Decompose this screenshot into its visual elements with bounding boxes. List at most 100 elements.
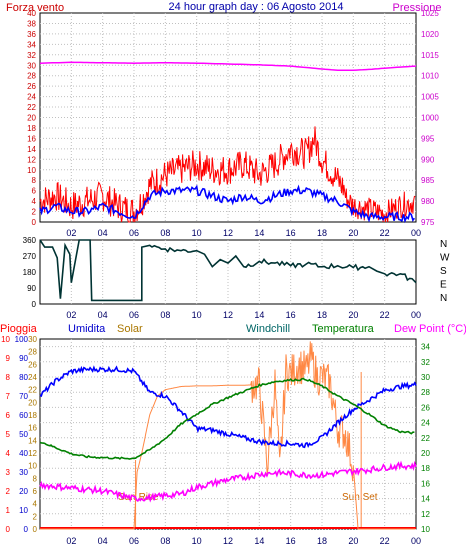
wind-speed-label: Forza vento — [6, 2, 64, 14]
temperature-tick-label: 32 — [421, 358, 430, 367]
rain-tick-label: 7 — [6, 392, 11, 401]
pressure-tick-label: 980 — [421, 197, 435, 206]
direction-tick-label: 270 — [23, 252, 37, 261]
sun-rise-annotation: Sun Rise — [118, 492, 159, 503]
solar-tick-label: 24 — [28, 373, 37, 382]
bottom-x-tick: 08 — [160, 536, 170, 546]
compass-label: N — [440, 239, 447, 250]
pressure-tick-label: 975 — [421, 218, 435, 227]
temperature-tick-label: 28 — [421, 388, 430, 397]
wind-tick-label: 8 — [32, 176, 37, 185]
direction-x-tick: 12 — [223, 310, 233, 320]
pressure-tick-label: 995 — [421, 134, 435, 143]
bottom-x-tick: 00 — [411, 536, 421, 546]
solar-tick-label: 10 — [28, 462, 37, 471]
wind-avg-series — [39, 184, 416, 224]
humidity-tick-label: 0 — [24, 525, 29, 534]
top-x-tick: 10 — [192, 228, 202, 238]
wind-tick-label: 32 — [27, 51, 36, 60]
wind-tick-label: 30 — [27, 61, 36, 70]
humidity-tick-label: 60 — [19, 411, 28, 420]
top-x-tick: 02 — [66, 228, 76, 238]
direction-x-tick: 18 — [317, 310, 327, 320]
pressure-tick-label: 1020 — [421, 30, 439, 39]
wind-direction-series — [39, 239, 417, 302]
pressure-tick-label: 1000 — [421, 114, 439, 123]
wind-tick-label: 28 — [27, 72, 36, 81]
humidity-tick-label: 40 — [19, 449, 28, 458]
temperature-tick-label: 10 — [421, 525, 430, 534]
humidity-tick-label: 20 — [19, 487, 28, 496]
wind-tick-label: 34 — [27, 40, 36, 49]
bottom-x-tick: 04 — [98, 536, 108, 546]
direction-x-tick: 16 — [286, 310, 296, 320]
rain-tick-label: 3 — [6, 468, 11, 477]
solar-series — [40, 341, 416, 530]
solar-tick-label: 14 — [28, 436, 37, 445]
sun-set-annotation: Sun Set — [342, 492, 378, 503]
solar-tick-label: 20 — [28, 398, 37, 407]
temperature-tick-label: 24 — [421, 419, 430, 428]
humidity-tick-label: 80 — [19, 373, 28, 382]
solar-tick-label: 2 — [33, 512, 38, 521]
humidity-tick-label: 70 — [19, 392, 28, 401]
temperature-tick-label: 14 — [421, 495, 430, 504]
wind-tick-label: 20 — [27, 114, 36, 123]
top-x-tick: 22 — [380, 228, 390, 238]
direction-x-tick: 02 — [66, 310, 76, 320]
temperature-tick-label: 20 — [421, 449, 430, 458]
direction-tick-label: 0 — [32, 300, 37, 309]
direction-tick-label: 90 — [27, 284, 36, 293]
wind-tick-label: 12 — [27, 155, 36, 164]
solar-tick-label: 30 — [28, 335, 37, 344]
pressure-tick-label: 1005 — [421, 93, 439, 102]
compass-label: W — [440, 253, 450, 264]
direction-x-tick: 20 — [348, 310, 358, 320]
direction-x-tick: 08 — [160, 310, 170, 320]
solar-tick-label: 22 — [28, 386, 37, 395]
direction-x-tick: 06 — [129, 310, 139, 320]
wind-tick-label: 0 — [32, 218, 37, 227]
humidity-tick-label: 90 — [19, 354, 28, 363]
solar-tick-label: 4 — [33, 500, 38, 509]
rain-tick-label: 6 — [6, 411, 11, 420]
wind-tick-label: 10 — [27, 166, 36, 175]
bottom-x-tick: 02 — [66, 536, 76, 546]
wind-tick-label: 26 — [27, 82, 36, 91]
solar-tick-label: 28 — [28, 348, 37, 357]
top-x-tick: 08 — [160, 228, 170, 238]
chart-title: 24 hour graph day : 06 Agosto 2014 — [169, 1, 344, 13]
rain-tick-label: 9 — [6, 354, 11, 363]
top-x-tick: 06 — [129, 228, 139, 238]
top-x-tick: 20 — [348, 228, 358, 238]
solar-tick-label: 26 — [28, 360, 37, 369]
direction-tick-label: 360 — [23, 236, 37, 245]
temperature-tick-label: 16 — [421, 479, 430, 488]
wind-tick-label: 36 — [27, 30, 36, 39]
direction-x-tick: 14 — [254, 310, 264, 320]
temperature-tick-label: 34 — [421, 343, 430, 352]
direction-tick-label: 180 — [23, 268, 37, 277]
wind-tick-label: 24 — [27, 93, 36, 102]
wind-tick-label: 16 — [27, 134, 36, 143]
windchill-header: Windchill — [246, 323, 290, 335]
direction-x-tick: 04 — [98, 310, 108, 320]
top-x-tick: 00 — [411, 228, 421, 238]
humidity-series — [39, 365, 417, 449]
solar-tick-label: 18 — [28, 411, 37, 420]
pressure-tick-label: 990 — [421, 155, 435, 164]
compass-label: S — [440, 266, 447, 277]
wind-tick-label: 6 — [32, 187, 37, 196]
rain-header: Pioggia — [0, 323, 38, 335]
humidity-tick-label: 100 — [15, 335, 29, 344]
temperature-series — [39, 377, 415, 460]
dewpoint-header: Dew Point (°C) — [394, 323, 466, 335]
wind-tick-label: 4 — [32, 197, 37, 206]
rain-tick-label: 5 — [6, 430, 11, 439]
top-x-tick: 12 — [223, 228, 233, 238]
compass-label: N — [440, 293, 447, 304]
bottom-x-tick: 12 — [223, 536, 233, 546]
rain-tick-label: 4 — [6, 449, 11, 458]
wind-tick-label: 40 — [27, 9, 36, 18]
